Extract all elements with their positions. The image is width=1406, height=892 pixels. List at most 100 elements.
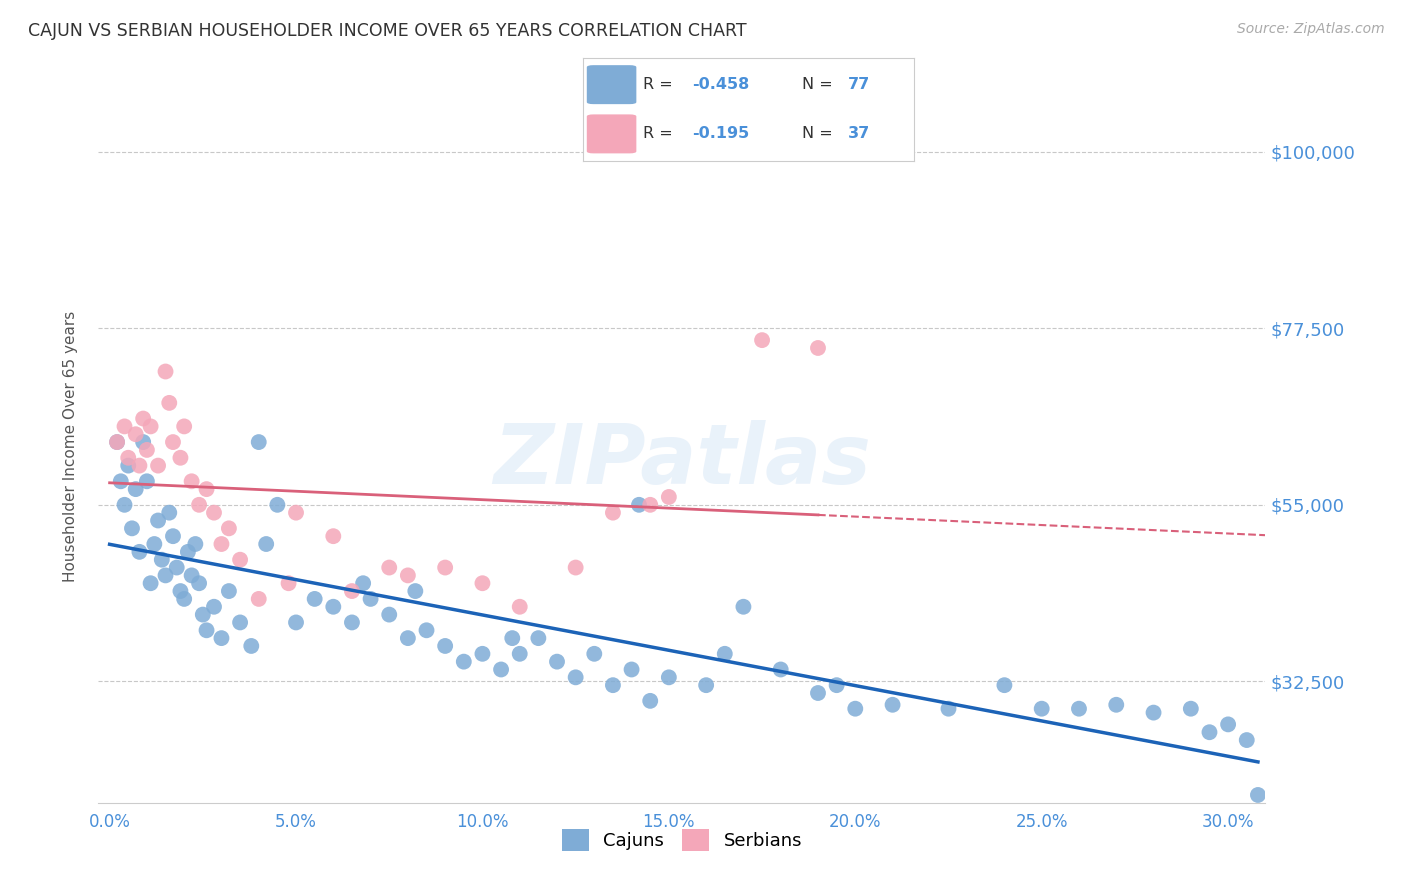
Point	[146, 514, 169, 528]
Point	[1236, 733, 1258, 747]
Point	[114, 419, 136, 434]
Text: Source: ZipAtlas.com: Source: ZipAtlas.com	[1237, 22, 1385, 37]
Point	[128, 458, 150, 473]
Text: CAJUN VS SERBIAN HOUSEHOLDER INCOME OVER 65 YEARS CORRELATION CHART: CAJUN VS SERBIAN HOUSEHOLDER INCOME OVER…	[28, 22, 747, 40]
Point	[751, 333, 773, 347]
Point	[769, 663, 792, 677]
Point	[825, 678, 848, 692]
Point	[188, 498, 211, 512]
Point	[169, 450, 191, 465]
Point	[132, 411, 155, 425]
Point	[1216, 717, 1239, 731]
Point	[177, 545, 200, 559]
Point	[453, 655, 475, 669]
Point	[360, 591, 382, 606]
Point	[1180, 702, 1202, 716]
Point	[105, 435, 128, 450]
Point	[602, 506, 624, 520]
Point	[277, 576, 299, 591]
Point	[184, 537, 207, 551]
Text: 37: 37	[848, 127, 870, 142]
Point	[993, 678, 1015, 692]
Point	[602, 678, 624, 692]
Point	[340, 615, 363, 630]
Point	[658, 490, 681, 504]
Point	[157, 506, 180, 520]
Legend: Cajuns, Serbians: Cajuns, Serbians	[554, 822, 810, 858]
Point	[340, 584, 363, 599]
Point	[139, 419, 162, 434]
Point	[658, 670, 681, 684]
Point	[471, 647, 494, 661]
Point	[1198, 725, 1220, 739]
Point	[117, 450, 139, 465]
Point	[322, 599, 344, 614]
Point	[146, 458, 169, 473]
Point	[247, 591, 270, 606]
Point	[844, 702, 866, 716]
Point	[1105, 698, 1128, 712]
Point	[202, 506, 225, 520]
Point	[218, 584, 240, 599]
Point	[434, 639, 457, 653]
Point	[218, 521, 240, 535]
Point	[378, 560, 401, 574]
Point	[628, 498, 651, 512]
Point	[155, 364, 177, 378]
Point	[304, 591, 326, 606]
Point	[1031, 702, 1053, 716]
Point	[195, 482, 218, 496]
Point	[211, 537, 233, 551]
Text: ZIPatlas: ZIPatlas	[494, 420, 870, 500]
Point	[564, 670, 586, 684]
Point	[285, 615, 308, 630]
Point	[229, 552, 252, 566]
Point	[121, 521, 143, 535]
FancyBboxPatch shape	[586, 114, 637, 153]
Point	[180, 568, 202, 582]
Point	[285, 506, 308, 520]
Point	[188, 576, 211, 591]
Text: R =: R =	[643, 127, 678, 142]
Point	[155, 568, 177, 582]
Point	[695, 678, 717, 692]
Point	[638, 498, 661, 512]
Point	[110, 475, 132, 489]
Point	[713, 647, 735, 661]
Point	[489, 663, 512, 677]
Point	[807, 341, 830, 355]
Point	[638, 694, 661, 708]
Point	[195, 624, 218, 638]
Point	[471, 576, 494, 591]
Text: -0.458: -0.458	[693, 77, 749, 92]
Point	[509, 647, 531, 661]
Point	[404, 584, 426, 599]
Point	[1247, 788, 1270, 802]
Point	[150, 552, 173, 566]
Point	[166, 560, 188, 574]
Point	[191, 607, 214, 622]
Point	[396, 631, 419, 645]
Point	[546, 655, 568, 669]
Point	[157, 396, 180, 410]
Point	[229, 615, 252, 630]
Point	[117, 458, 139, 473]
Point	[620, 663, 643, 677]
Y-axis label: Householder Income Over 65 years: Householder Income Over 65 years	[63, 310, 77, 582]
Point	[501, 631, 523, 645]
Point	[509, 599, 531, 614]
Point	[352, 576, 374, 591]
Point	[173, 591, 195, 606]
Point	[415, 624, 437, 638]
FancyBboxPatch shape	[586, 65, 637, 104]
Point	[396, 568, 419, 582]
Point	[527, 631, 550, 645]
Point	[169, 584, 191, 599]
Point	[266, 498, 288, 512]
Point	[807, 686, 830, 700]
Point	[125, 482, 148, 496]
Point	[135, 475, 157, 489]
Point	[139, 576, 162, 591]
Point	[733, 599, 755, 614]
Text: R =: R =	[643, 77, 678, 92]
